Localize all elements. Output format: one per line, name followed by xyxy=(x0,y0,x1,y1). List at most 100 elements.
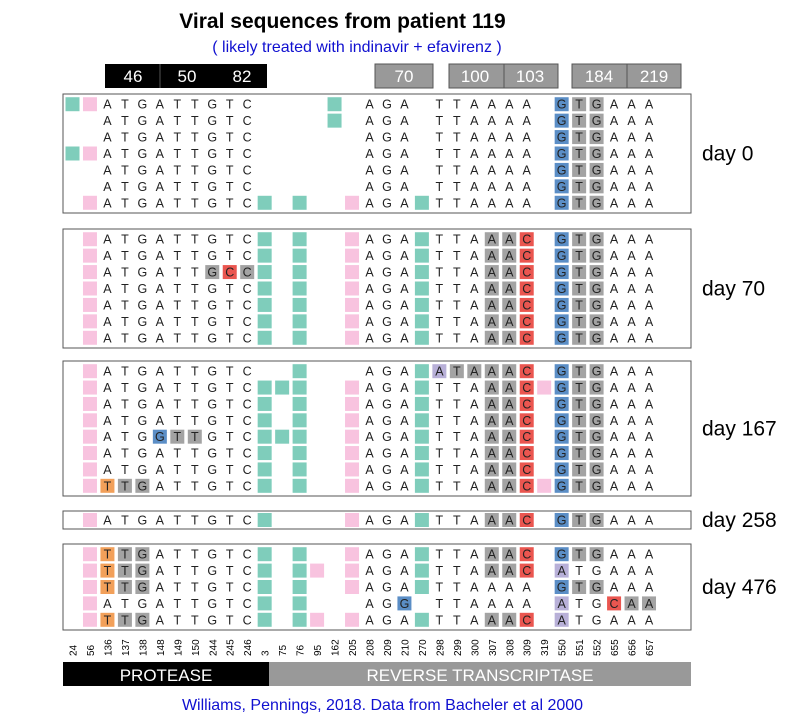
gray-cell xyxy=(449,364,464,379)
pink-cell xyxy=(82,429,97,444)
base-letter: G xyxy=(207,581,217,595)
base-letter: G xyxy=(138,147,148,161)
base-letter: A xyxy=(627,233,636,247)
base-letter: T xyxy=(453,266,461,280)
position-label: 150 xyxy=(191,639,202,656)
base-letter: T xyxy=(575,381,583,395)
base-letter: T xyxy=(173,447,181,461)
teal-cell xyxy=(292,547,307,562)
base-letter: A xyxy=(610,131,619,145)
gray-cell xyxy=(135,563,150,578)
base-letter: A xyxy=(627,479,636,493)
base-letter: A xyxy=(505,548,514,562)
base-letter: T xyxy=(191,613,199,627)
base-letter: T xyxy=(436,163,444,177)
base-letter: C xyxy=(522,447,531,461)
base-letter: T xyxy=(173,114,181,128)
teal-cell xyxy=(414,612,429,627)
position-label: 298 xyxy=(435,639,446,656)
figure-subtitle: ( likely treated with indinavir + efavir… xyxy=(212,39,502,56)
teal-cell xyxy=(292,478,307,493)
teal-cell xyxy=(292,596,307,611)
base-letter: A xyxy=(156,282,165,296)
base-letter: T xyxy=(121,114,129,128)
base-letter: A xyxy=(103,331,112,345)
base-letter: T xyxy=(453,613,461,627)
base-letter: A xyxy=(156,397,165,411)
base-letter: T xyxy=(226,365,234,379)
gray-cell xyxy=(117,547,132,562)
base-letter: T xyxy=(575,365,583,379)
red-cell xyxy=(519,265,534,280)
position-label: 148 xyxy=(156,639,167,656)
base-letter: A xyxy=(523,98,532,112)
base-letter: G xyxy=(138,414,148,428)
base-letter: A xyxy=(470,233,479,247)
base-letter: G xyxy=(557,397,567,411)
base-letter: T xyxy=(226,414,234,428)
base-letter: A xyxy=(610,564,619,578)
base-letter: T xyxy=(121,98,129,112)
base-letter: T xyxy=(436,597,444,611)
base-letter: A xyxy=(505,430,514,444)
gray-cell xyxy=(502,413,517,428)
gray-cell xyxy=(484,563,499,578)
base-letter: A xyxy=(103,298,112,312)
base-letter: T xyxy=(575,196,583,210)
base-letter: A xyxy=(610,397,619,411)
pink-cell xyxy=(82,314,97,329)
base-letter: G xyxy=(207,233,217,247)
base-letter: G xyxy=(592,163,602,177)
base-letter: G xyxy=(138,114,148,128)
base-letter: G xyxy=(138,548,148,562)
red-cell xyxy=(519,513,534,527)
base-letter: T xyxy=(191,564,199,578)
base-letter: T xyxy=(436,331,444,345)
gray-cell xyxy=(135,547,150,562)
base-letter: A xyxy=(610,180,619,194)
orange-cell xyxy=(100,580,115,594)
base-letter: T xyxy=(104,479,112,493)
base-letter: G xyxy=(207,548,217,562)
gray-cell xyxy=(484,396,499,411)
gray-cell xyxy=(484,462,499,477)
base-letter: A xyxy=(505,163,514,177)
gray-cell xyxy=(572,130,587,145)
base-letter: A xyxy=(470,613,479,627)
base-letter: A xyxy=(400,249,409,263)
base-letter: T xyxy=(226,514,234,528)
base-letter: A xyxy=(400,581,409,595)
base-letter: T xyxy=(121,613,129,627)
red-cell xyxy=(519,462,534,477)
base-letter: T xyxy=(191,266,199,280)
teal-cell xyxy=(414,314,429,329)
pink-cell xyxy=(82,380,97,395)
base-letter: T xyxy=(575,463,583,477)
gray-cell xyxy=(484,265,499,280)
base-letter: T xyxy=(436,548,444,562)
base-letter: T xyxy=(191,331,199,345)
pink-cell xyxy=(345,195,360,210)
gray-cell xyxy=(589,195,604,210)
base-letter: A xyxy=(470,365,479,379)
gray-cell xyxy=(502,314,517,329)
gray-cell xyxy=(572,396,587,411)
base-letter: T xyxy=(173,397,181,411)
position-label: 56 xyxy=(86,644,97,656)
protease-label: PROTEASE xyxy=(120,666,213,685)
pink-cell xyxy=(82,446,97,461)
base-letter: G xyxy=(382,282,392,296)
base-letter: T xyxy=(121,597,129,611)
pink-cell xyxy=(345,248,360,263)
base-letter: T xyxy=(453,131,461,145)
base-letter: G xyxy=(592,613,602,627)
base-letter: A xyxy=(470,414,479,428)
base-letter: A xyxy=(156,581,165,595)
base-letter: A xyxy=(627,447,636,461)
pink-cell xyxy=(345,478,360,493)
teal-cell xyxy=(65,97,80,112)
position-label: 270 xyxy=(418,639,429,656)
base-letter: A xyxy=(156,447,165,461)
teal-cell xyxy=(257,462,272,477)
base-letter: C xyxy=(243,233,252,247)
